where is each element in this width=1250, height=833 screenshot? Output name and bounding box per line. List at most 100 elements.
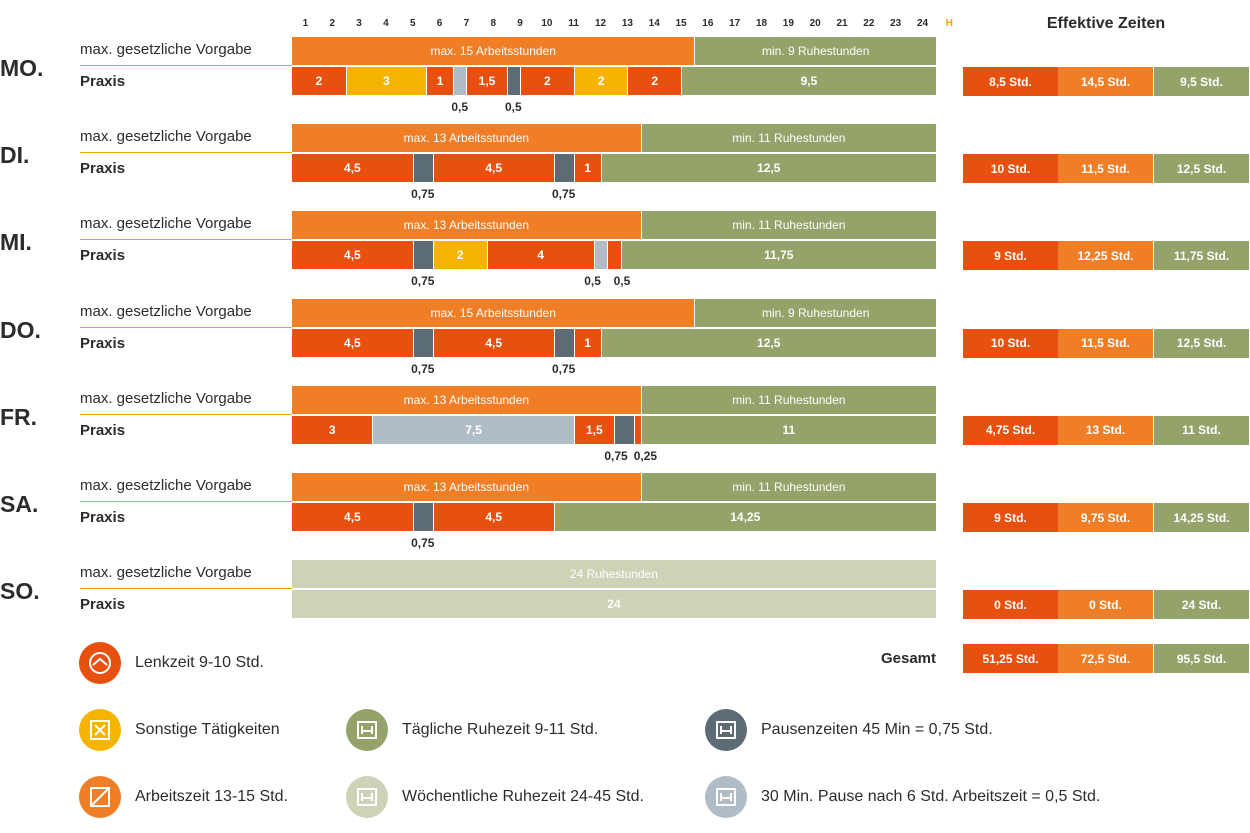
- vorgabe-label: max. gesetzliche Vorgabe: [80, 215, 252, 233]
- legend-item-other: Sonstige Tätigkeiten: [79, 709, 280, 751]
- bed-icon: [705, 709, 747, 751]
- praxis-segment-drive: 4,5: [292, 241, 413, 270]
- hour-tick-label: 7: [463, 18, 470, 29]
- praxis-segment-drive: [634, 415, 641, 444]
- praxis-label: Praxis: [80, 247, 126, 265]
- vorgabe-segment-rest-daily: min. 11 Ruhestunden: [640, 211, 936, 240]
- praxis-segment-pause-45: [412, 154, 433, 183]
- praxis-segment-drive: 1: [573, 154, 601, 183]
- legend-label: Wöchentliche Ruhezeit 24-45 Std.: [402, 788, 644, 805]
- praxis-segment-drive: 4,5: [432, 154, 554, 183]
- hour-tick-label: 9: [517, 18, 523, 29]
- vorgabe-underline: [80, 326, 292, 328]
- vorgabe-segment-rest-daily: min. 9 Ruhestunden: [694, 37, 936, 65]
- legend-item-rest-weekly: Wöchentliche Ruhezeit 24-45 Std.: [346, 776, 644, 818]
- praxis-segment-drive: 1: [573, 328, 601, 357]
- vorgabe-underline: [80, 413, 292, 415]
- hour-tick-label: 16: [702, 18, 714, 29]
- effective-times-title: Effektive Zeiten: [1046, 15, 1166, 32]
- vorgabe-segment-work: max. 13 Arbeitsstunden: [292, 473, 641, 501]
- pause-value-label: 0,5: [451, 100, 469, 114]
- praxis-label: Praxis: [80, 421, 126, 439]
- hour-tick-label: 21: [836, 18, 848, 29]
- pause-value-label: 0,5: [584, 274, 601, 289]
- legend-item-work: Arbeitszeit 13-15 Std.: [79, 776, 288, 818]
- pause-value-label: 0,25: [633, 448, 658, 463]
- vorgabe-segment-work: max. 15 Arbeitsstunden: [292, 298, 695, 327]
- bed-icon: [346, 776, 388, 818]
- hour-tick-label: 13: [621, 18, 633, 29]
- hour-tick-label: 2: [329, 18, 336, 29]
- legend-item-pause-30: 30 Min. Pause nach 6 Std. Arbeitszeit = …: [705, 776, 1100, 818]
- praxis-segment-pause-45: [553, 154, 574, 183]
- effective-time-cell: 14,25 Std.: [1154, 503, 1249, 532]
- hour-tick-label: 5: [409, 18, 416, 29]
- praxis-segment-drive: 4,5: [292, 503, 413, 531]
- total-time-cell: 95,5 Std.: [1154, 644, 1249, 673]
- pause-value-label: 0,75: [604, 448, 628, 463]
- effective-time-cell: 11,75 Std.: [1154, 241, 1249, 271]
- effective-time-cell: 4,75 Std.: [963, 415, 1058, 445]
- praxis-segment-other: 2: [432, 241, 487, 270]
- praxis-segment-rest-daily: 11: [640, 415, 936, 444]
- vorgabe-label: max. gesetzliche Vorgabe: [80, 41, 252, 58]
- vorgabe-label: max. gesetzliche Vorgabe: [80, 389, 252, 407]
- effective-time-cell: 9 Std.: [963, 241, 1058, 271]
- effective-time-cell: 11,5 Std.: [1058, 328, 1153, 358]
- vorgabe-label: max. gesetzliche Vorgabe: [80, 302, 252, 320]
- praxis-segment-drive: 1: [426, 67, 453, 95]
- hour-tick-label: 8: [490, 18, 496, 29]
- day-label: MI.: [0, 229, 32, 256]
- pause-value-label: 0,75: [411, 274, 435, 289]
- hour-tick-label: 19: [782, 18, 794, 29]
- day-label: DI.: [0, 142, 30, 169]
- praxis-segment-drive: 2: [292, 67, 346, 95]
- hour-tick-label: 12: [594, 18, 607, 29]
- pause-value-label: 0,5: [613, 274, 631, 289]
- praxis-segment-pause-45: [613, 415, 635, 444]
- praxis-segment-drive: 4: [486, 241, 594, 270]
- vorgabe-underline: [80, 65, 292, 66]
- pause-value-label: 0,75: [411, 536, 435, 550]
- praxis-segment-rest-daily: 11,75: [620, 241, 936, 270]
- tools-icon: [79, 709, 121, 751]
- praxis-segment-pause-45: [412, 328, 433, 357]
- hour-tick-label: 23: [890, 18, 902, 29]
- praxis-segment-drive: 4,5: [432, 328, 554, 357]
- praxis-segment-rest-daily: 12,5: [600, 154, 936, 183]
- hour-tick-label: 10: [541, 18, 553, 29]
- vorgabe-segment-rest-daily: min. 11 Ruhestunden: [640, 124, 936, 153]
- effective-time-cell: 14,5 Std.: [1058, 67, 1153, 96]
- pause-value-label: 0,75: [551, 187, 576, 202]
- steering-wheel-icon: [79, 642, 121, 684]
- hour-tick-label: 3: [356, 18, 362, 29]
- total-label: Gesamt: [880, 650, 936, 667]
- effective-time-cell: 11 Std.: [1154, 415, 1249, 445]
- praxis-segment-pause-45: [412, 503, 433, 531]
- praxis-segment-drive: 4,5: [432, 503, 554, 531]
- effective-time-cell: 0 Std.: [1058, 590, 1153, 620]
- vorgabe-segment-work: max. 13 Arbeitsstunden: [292, 385, 641, 414]
- vorgabe-underline: [80, 239, 292, 241]
- effective-time-cell: 11,5 Std.: [1058, 154, 1153, 184]
- hour-tick-label: 15: [675, 18, 687, 29]
- pause-value-label: 0,75: [551, 361, 576, 376]
- hour-tick-label: 11: [568, 18, 579, 29]
- praxis-segment-drive: 4,5: [292, 328, 413, 357]
- praxis-segment-rest-daily: 12,5: [600, 328, 936, 357]
- effective-time-cell: 9,5 Std.: [1154, 67, 1249, 96]
- praxis-label: Praxis: [80, 73, 126, 90]
- praxis-segment-rest-daily: 9,5: [681, 67, 936, 95]
- vorgabe-label: max. gesetzliche Vorgabe: [80, 128, 252, 146]
- hour-tick-label: 14: [648, 18, 660, 29]
- vorgabe-segment-rest-daily: min. 9 Ruhestunden: [694, 298, 936, 327]
- day-label: MO.: [0, 55, 44, 81]
- effective-time-cell: 12,25 Std.: [1058, 241, 1153, 271]
- praxis-segment-drive: 1,5: [573, 415, 614, 444]
- hour-tick-label: 1: [302, 18, 309, 29]
- praxis-segment-pause-45: [553, 328, 574, 357]
- effective-time-cell: 13 Std.: [1058, 415, 1153, 445]
- total-time-cell: 72,5 Std.: [1058, 644, 1153, 673]
- vorgabe-segment-work: max. 15 Arbeitsstunden: [292, 37, 695, 65]
- praxis-label: Praxis: [80, 334, 126, 352]
